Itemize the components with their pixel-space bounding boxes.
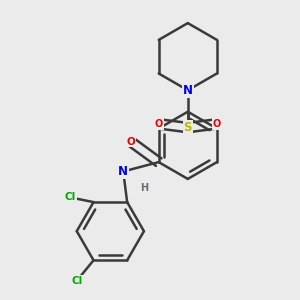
Text: N: N: [118, 165, 128, 178]
Text: S: S: [184, 121, 192, 134]
Text: Cl: Cl: [71, 276, 82, 286]
Text: N: N: [183, 84, 193, 97]
Text: Cl: Cl: [64, 192, 76, 203]
Text: O: O: [213, 119, 221, 129]
Text: H: H: [140, 183, 148, 193]
Text: O: O: [155, 119, 163, 129]
Text: O: O: [126, 136, 135, 147]
